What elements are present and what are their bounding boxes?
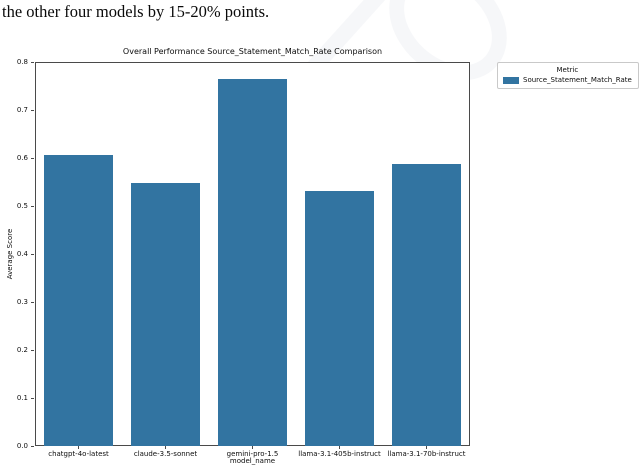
y-tick-mark: [31, 445, 34, 447]
y-tick-mark: [31, 301, 34, 303]
y-tick-mark: [31, 157, 34, 159]
y-tick-label: 0.1: [16, 394, 28, 402]
y-tick-label: 0.7: [16, 106, 28, 114]
bar-chatgpt-4o-latest: [43, 154, 114, 446]
bar-llama-3.1-405b-instruct: [304, 191, 375, 446]
y-tick-mark: [31, 349, 34, 351]
y-tick-label: 0.0: [16, 442, 28, 450]
x-tick-label: llama-3.1-70b-instruct: [387, 450, 466, 458]
bar-chart-figure: Overall Performance Source_Statement_Mat…: [6, 47, 470, 465]
bar-claude-3.5-sonnet: [130, 182, 201, 446]
x-tick-mark: [78, 446, 79, 449]
x-tick-label: claude-3.5-sonnet: [133, 450, 198, 458]
y-tick-label: 0.6: [16, 154, 28, 162]
x-tick-label: gemini-pro-1.5: [226, 450, 279, 458]
x-axis-label: model_name: [229, 457, 276, 465]
x-tick-mark: [339, 446, 340, 449]
y-tick-mark: [31, 205, 34, 207]
y-tick-label: 0.4: [16, 250, 28, 258]
y-tick-label: 0.3: [16, 298, 28, 306]
y-tick-label: 0.2: [16, 346, 28, 354]
legend-entry-label: Source_Statement_Match_Rate: [523, 76, 632, 84]
x-tick-mark: [426, 446, 427, 449]
chart-title: Overall Performance Source_Statement_Mat…: [122, 47, 383, 56]
y-tick-label: 0.8: [16, 58, 28, 66]
y-tick-label: 0.5: [16, 202, 28, 210]
legend-title: Metric: [556, 66, 579, 74]
paper-caption-text: the other four models by 15-20% points.: [2, 2, 270, 21]
y-tick-mark: [31, 253, 34, 255]
bar-llama-3.1-70b-instruct: [391, 164, 462, 446]
y-axis-label: Average Score: [6, 228, 14, 280]
y-tick-mark: [31, 61, 34, 63]
legend-swatch-icon: [503, 76, 519, 84]
legend-entry: Source_Statement_Match_Rate: [503, 76, 632, 84]
x-tick-label: llama-3.1-405b-instruct: [298, 450, 381, 458]
bar-gemini-pro-1.5: [217, 78, 288, 446]
x-tick-mark: [165, 446, 166, 449]
chart-legend: Metric Source_Statement_Match_Rate: [497, 62, 639, 89]
x-tick-label: chatgpt-4o-latest: [48, 450, 109, 458]
x-tick-mark: [252, 446, 253, 449]
y-tick-mark: [31, 109, 34, 111]
y-tick-mark: [31, 397, 34, 399]
